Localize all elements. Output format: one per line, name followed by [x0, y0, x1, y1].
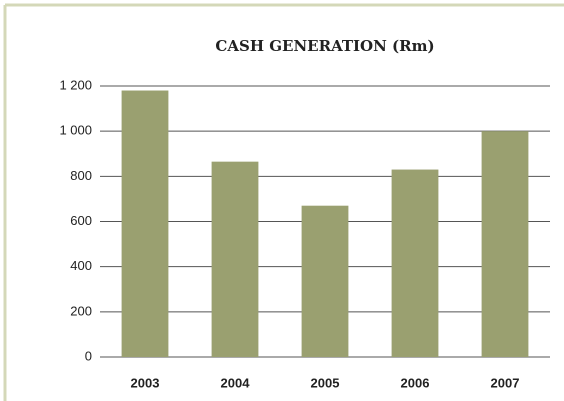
- bar: [391, 169, 439, 357]
- y-tick-label: 200: [70, 303, 92, 318]
- y-tick-label: 600: [70, 213, 92, 228]
- bar: [481, 131, 529, 357]
- y-tick-label: 400: [70, 258, 92, 273]
- x-tick-label: 2006: [401, 375, 430, 390]
- bar: [121, 90, 169, 358]
- x-tick-label: 2007: [491, 375, 520, 390]
- bar: [301, 205, 349, 357]
- x-tick-label: 2004: [221, 375, 251, 390]
- y-tick-label: 1 200: [59, 77, 92, 92]
- chart-title: CASH GENERATION (Rm): [215, 37, 434, 55]
- bar: [211, 161, 259, 357]
- y-tick-label: 1 000: [59, 123, 92, 138]
- y-tick-label: 800: [70, 168, 92, 183]
- x-tick-label: 2003: [131, 375, 160, 390]
- x-tick-label: 2005: [311, 375, 340, 390]
- y-tick-label: 0: [85, 348, 92, 363]
